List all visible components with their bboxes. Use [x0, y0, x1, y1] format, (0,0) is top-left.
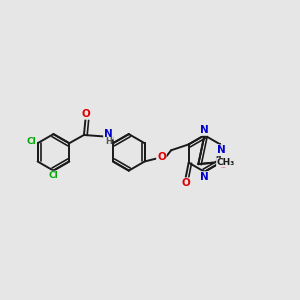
Text: O: O: [218, 160, 227, 170]
Text: Cl: Cl: [49, 171, 58, 180]
Text: Cl: Cl: [26, 137, 36, 146]
Text: CH₃: CH₃: [217, 158, 235, 167]
Text: O: O: [181, 178, 190, 188]
Text: N: N: [217, 145, 226, 155]
Text: H: H: [105, 137, 112, 146]
Text: N: N: [104, 128, 113, 139]
Text: N: N: [200, 172, 208, 182]
Text: O: O: [81, 109, 90, 119]
Text: O: O: [157, 152, 166, 162]
Text: N: N: [200, 125, 208, 135]
